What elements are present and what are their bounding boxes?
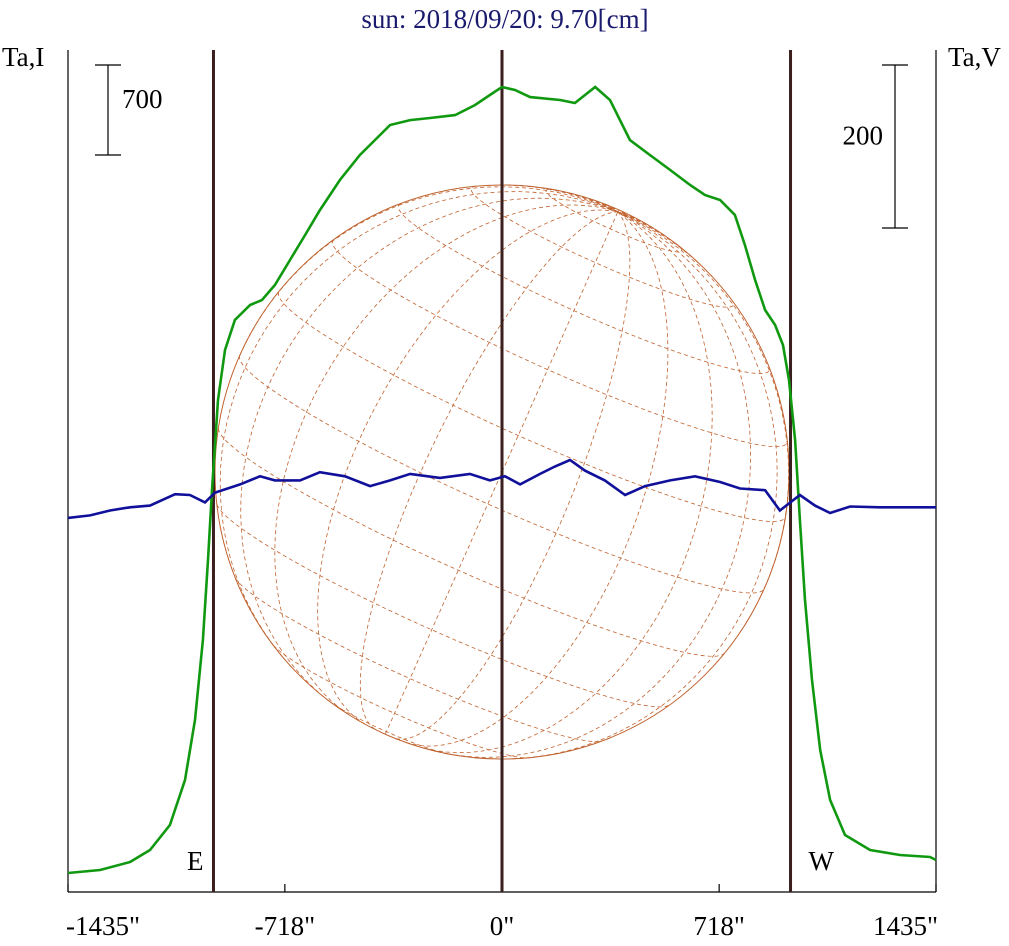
axis-label: Ta,I xyxy=(2,42,44,72)
globe-grid-line xyxy=(239,186,619,356)
globe-grid-line xyxy=(272,644,527,759)
globe-grid-line xyxy=(617,211,790,589)
globe-grid-line xyxy=(617,211,713,278)
x-tick-label: -718" xyxy=(255,911,316,941)
globe-grid-line xyxy=(446,211,752,758)
limb-label: E xyxy=(187,846,204,876)
scale-bar-label: 700 xyxy=(122,84,163,114)
globe-grid-line xyxy=(617,209,620,212)
globe-grid-line xyxy=(617,211,648,225)
axis-label: Ta,V xyxy=(948,42,1001,72)
globe-grid-line xyxy=(470,185,735,308)
series-line xyxy=(67,458,936,520)
chart-title: sun: 2018/09/20: 9.70[cm] xyxy=(361,4,648,34)
globe-grid-line xyxy=(617,211,633,217)
globe-grid-line xyxy=(240,197,619,702)
globe-grid-line xyxy=(397,203,771,375)
limb-label: W xyxy=(809,846,835,876)
globe-grid-line xyxy=(604,203,619,213)
x-tick-label: 1435" xyxy=(873,911,938,941)
globe-grid-line xyxy=(425,211,713,754)
globe-grid-line xyxy=(384,211,619,735)
globe-grid-line xyxy=(617,211,626,214)
globe-grid-line xyxy=(332,239,788,448)
sun-disk xyxy=(214,184,790,760)
globe-grid-line xyxy=(317,209,618,725)
globe-grid-line xyxy=(545,188,683,253)
x-tick-label: 718" xyxy=(693,911,745,941)
x-tick-label: 0" xyxy=(490,911,515,941)
globe-grid-line xyxy=(405,211,669,747)
scale-bar-label: 200 xyxy=(843,121,884,151)
series-line xyxy=(67,85,937,875)
globe-grid-line xyxy=(235,577,602,743)
globe-grid-line xyxy=(506,184,619,213)
globe-grid-line xyxy=(359,211,618,730)
globe-grid-line xyxy=(219,191,619,657)
globe-grid-line xyxy=(277,291,786,522)
globe-grid-line xyxy=(588,198,619,213)
globe-grid-line xyxy=(395,211,631,740)
globe-grid-line xyxy=(512,211,778,760)
globe-grid-line xyxy=(218,428,725,657)
globe-grid-line xyxy=(216,504,669,708)
x-tick-label: -1435" xyxy=(66,911,140,941)
globe-grid-line xyxy=(611,206,619,213)
globe-grid-line xyxy=(274,204,619,715)
